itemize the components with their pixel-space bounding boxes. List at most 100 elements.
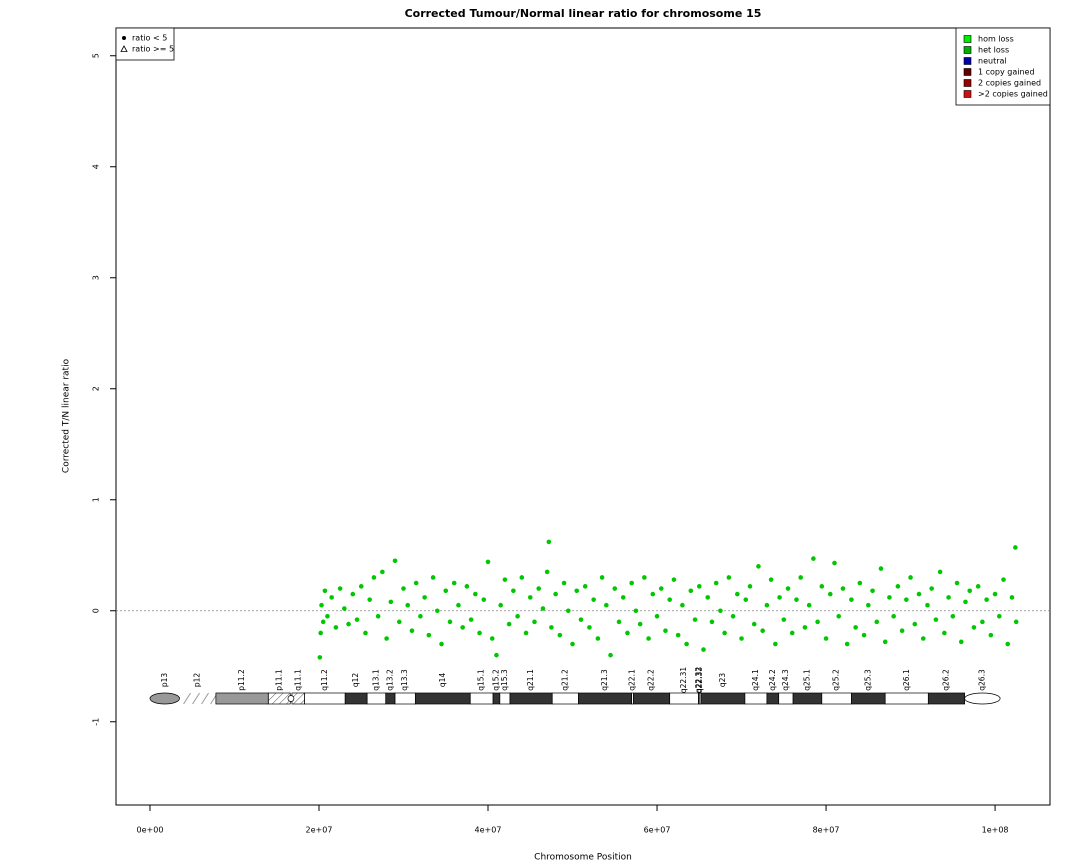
chromosome-band [669,692,699,705]
data-point [1013,619,1019,625]
data-point [899,628,905,634]
data-point [853,625,858,630]
data-point [409,628,415,634]
data-point [523,630,529,636]
data-point [494,652,499,658]
y-tick-label: -1 [92,718,101,726]
band-label: q21.2 [560,669,569,691]
chromosome-band [884,692,929,705]
chromosome-band [766,692,780,705]
data-point [844,641,850,647]
data-point [371,575,377,580]
data-point [756,564,761,569]
data-point [849,597,854,602]
band-label: q26.1 [902,669,911,691]
data-point [587,625,592,630]
data-point [832,560,837,566]
chromosome-band [149,692,180,705]
band-label: p11.1 [274,669,283,691]
data-point [604,602,609,608]
data-point [375,614,381,619]
data-point [553,591,558,597]
band-label: q24.2 [768,669,777,691]
legend-label: 2 copies gained [978,79,1041,88]
data-point [549,625,554,630]
data-point [992,591,998,597]
x-axis-label: Chromosome Position [534,853,632,863]
data-point [570,641,575,647]
chart-title: Corrected Tumour/Normal linear ratio for… [405,7,762,20]
band-label: q15.1 [477,669,486,691]
data-point [827,591,833,597]
band-label: q11.1 [293,669,302,691]
data-point [646,636,651,641]
data-point [337,586,343,591]
data-point [413,580,419,586]
band-label: q26.2 [941,669,950,691]
data-point [984,597,989,602]
data-point [730,614,736,619]
data-point [840,586,846,591]
data-point [367,597,372,602]
legend-swatch [963,79,972,87]
data-point [1009,595,1015,600]
data-point [709,619,715,625]
data-point [743,597,749,602]
data-point [616,619,622,625]
data-point [422,595,427,600]
data-point [612,586,618,591]
data-point [684,641,689,647]
data-point [578,617,584,622]
band-label: q24.3 [781,669,790,691]
x-tick-label: 0e+00 [137,826,164,835]
data-point [663,628,668,634]
data-point [333,625,339,630]
data-point [891,614,896,619]
data-point [456,602,461,608]
data-point [318,630,323,636]
chromosome-band [394,692,416,705]
x-tick-label: 6e+07 [644,826,671,835]
data-point [342,606,347,611]
band-label: q21.3 [600,669,609,691]
data-point [565,608,571,614]
data-point [836,614,842,619]
data-point [633,608,639,614]
data-point [701,647,706,652]
data-point [667,597,673,602]
data-point [418,614,423,619]
data-point [485,559,491,565]
data-point [363,630,368,636]
data-point [544,569,550,575]
data-point [920,636,926,641]
data-point [713,580,719,586]
data-point [396,619,402,625]
data-point [473,591,478,597]
chromosome-band [744,692,768,705]
band-label: q13.1 [371,669,380,691]
data-point [460,625,465,630]
data-point [904,597,909,602]
data-point [798,575,803,580]
data-point [760,628,765,634]
data-point [942,630,947,636]
data-point [954,580,960,586]
data-point [451,580,457,586]
data-point [963,599,968,605]
band-label: q21.1 [526,669,535,691]
band-label: q15.3 [500,669,509,691]
data-point [346,621,351,627]
data-point [392,558,398,564]
data-point [599,575,605,580]
data-point [388,599,394,605]
data-point [405,602,411,608]
data-point [620,595,626,600]
chromosome-band [366,692,387,705]
data-point [777,595,782,600]
data-point [882,639,888,645]
data-point [908,575,913,580]
data-point [464,584,470,589]
data-point [768,577,774,582]
chromosome-band [469,692,494,705]
data-point [988,632,994,638]
